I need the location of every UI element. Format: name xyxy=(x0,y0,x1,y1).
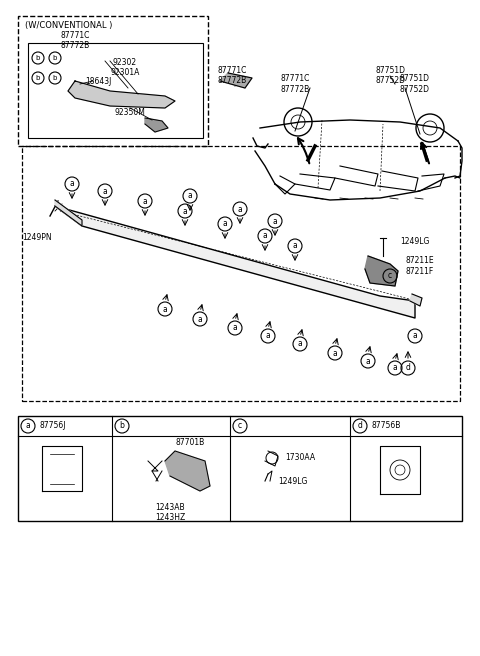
Text: a: a xyxy=(143,197,147,205)
Polygon shape xyxy=(145,118,168,132)
Text: 87751D
87752D: 87751D 87752D xyxy=(375,66,405,85)
Text: 87756J: 87756J xyxy=(40,422,67,430)
Text: a: a xyxy=(263,232,267,241)
Text: a: a xyxy=(25,422,30,430)
Text: a: a xyxy=(273,216,277,226)
Text: c: c xyxy=(238,422,242,430)
Text: a: a xyxy=(265,331,270,340)
Bar xyxy=(22,146,460,401)
Text: d: d xyxy=(358,422,362,430)
Text: b: b xyxy=(53,75,57,81)
Text: a: a xyxy=(366,356,371,365)
Text: a: a xyxy=(293,241,298,251)
Text: 87751D
87752D: 87751D 87752D xyxy=(400,74,430,94)
Text: 87211E
87211F: 87211E 87211F xyxy=(405,256,433,276)
Text: 1249PN: 1249PN xyxy=(22,234,52,243)
Text: 87701B: 87701B xyxy=(175,438,204,447)
Text: c: c xyxy=(388,272,392,281)
Polygon shape xyxy=(165,451,210,491)
Text: 1730AA: 1730AA xyxy=(285,453,315,462)
Text: a: a xyxy=(298,340,302,348)
Text: 1243AB
1243HZ: 1243AB 1243HZ xyxy=(155,503,185,522)
Text: b: b xyxy=(36,75,40,81)
Text: a: a xyxy=(223,220,228,228)
Text: a: a xyxy=(70,180,74,188)
Text: 87771C
87772B: 87771C 87772B xyxy=(60,31,90,51)
Text: b: b xyxy=(36,55,40,61)
Text: a: a xyxy=(198,314,203,323)
Text: 18643J: 18643J xyxy=(85,77,111,85)
Polygon shape xyxy=(55,206,415,318)
Text: 87756B: 87756B xyxy=(372,422,401,430)
Text: b: b xyxy=(120,422,124,430)
Text: 1249LG: 1249LG xyxy=(400,237,430,245)
Polygon shape xyxy=(68,81,175,108)
Text: 92350M: 92350M xyxy=(115,108,145,117)
Text: a: a xyxy=(413,331,418,340)
Polygon shape xyxy=(365,256,398,286)
Bar xyxy=(18,416,462,521)
Polygon shape xyxy=(410,294,422,306)
Bar xyxy=(28,43,203,138)
Text: d: d xyxy=(406,363,410,373)
Text: a: a xyxy=(103,186,108,195)
Text: a: a xyxy=(333,348,337,358)
Text: 87771C
87772B: 87771C 87772B xyxy=(217,66,247,85)
Text: 1249LG: 1249LG xyxy=(278,476,307,485)
Text: (W/CONVENTIONAL ): (W/CONVENTIONAL ) xyxy=(25,21,112,30)
Text: a: a xyxy=(182,207,187,216)
Text: b: b xyxy=(53,55,57,61)
Text: a: a xyxy=(393,363,397,373)
Polygon shape xyxy=(55,200,82,226)
Polygon shape xyxy=(220,73,252,88)
Text: a: a xyxy=(233,323,238,333)
Text: a: a xyxy=(238,205,242,213)
Text: 87771C
87772B: 87771C 87772B xyxy=(280,74,310,94)
Text: 92302
92301A: 92302 92301A xyxy=(110,58,140,77)
Text: a: a xyxy=(163,304,168,314)
Text: a: a xyxy=(188,192,192,201)
